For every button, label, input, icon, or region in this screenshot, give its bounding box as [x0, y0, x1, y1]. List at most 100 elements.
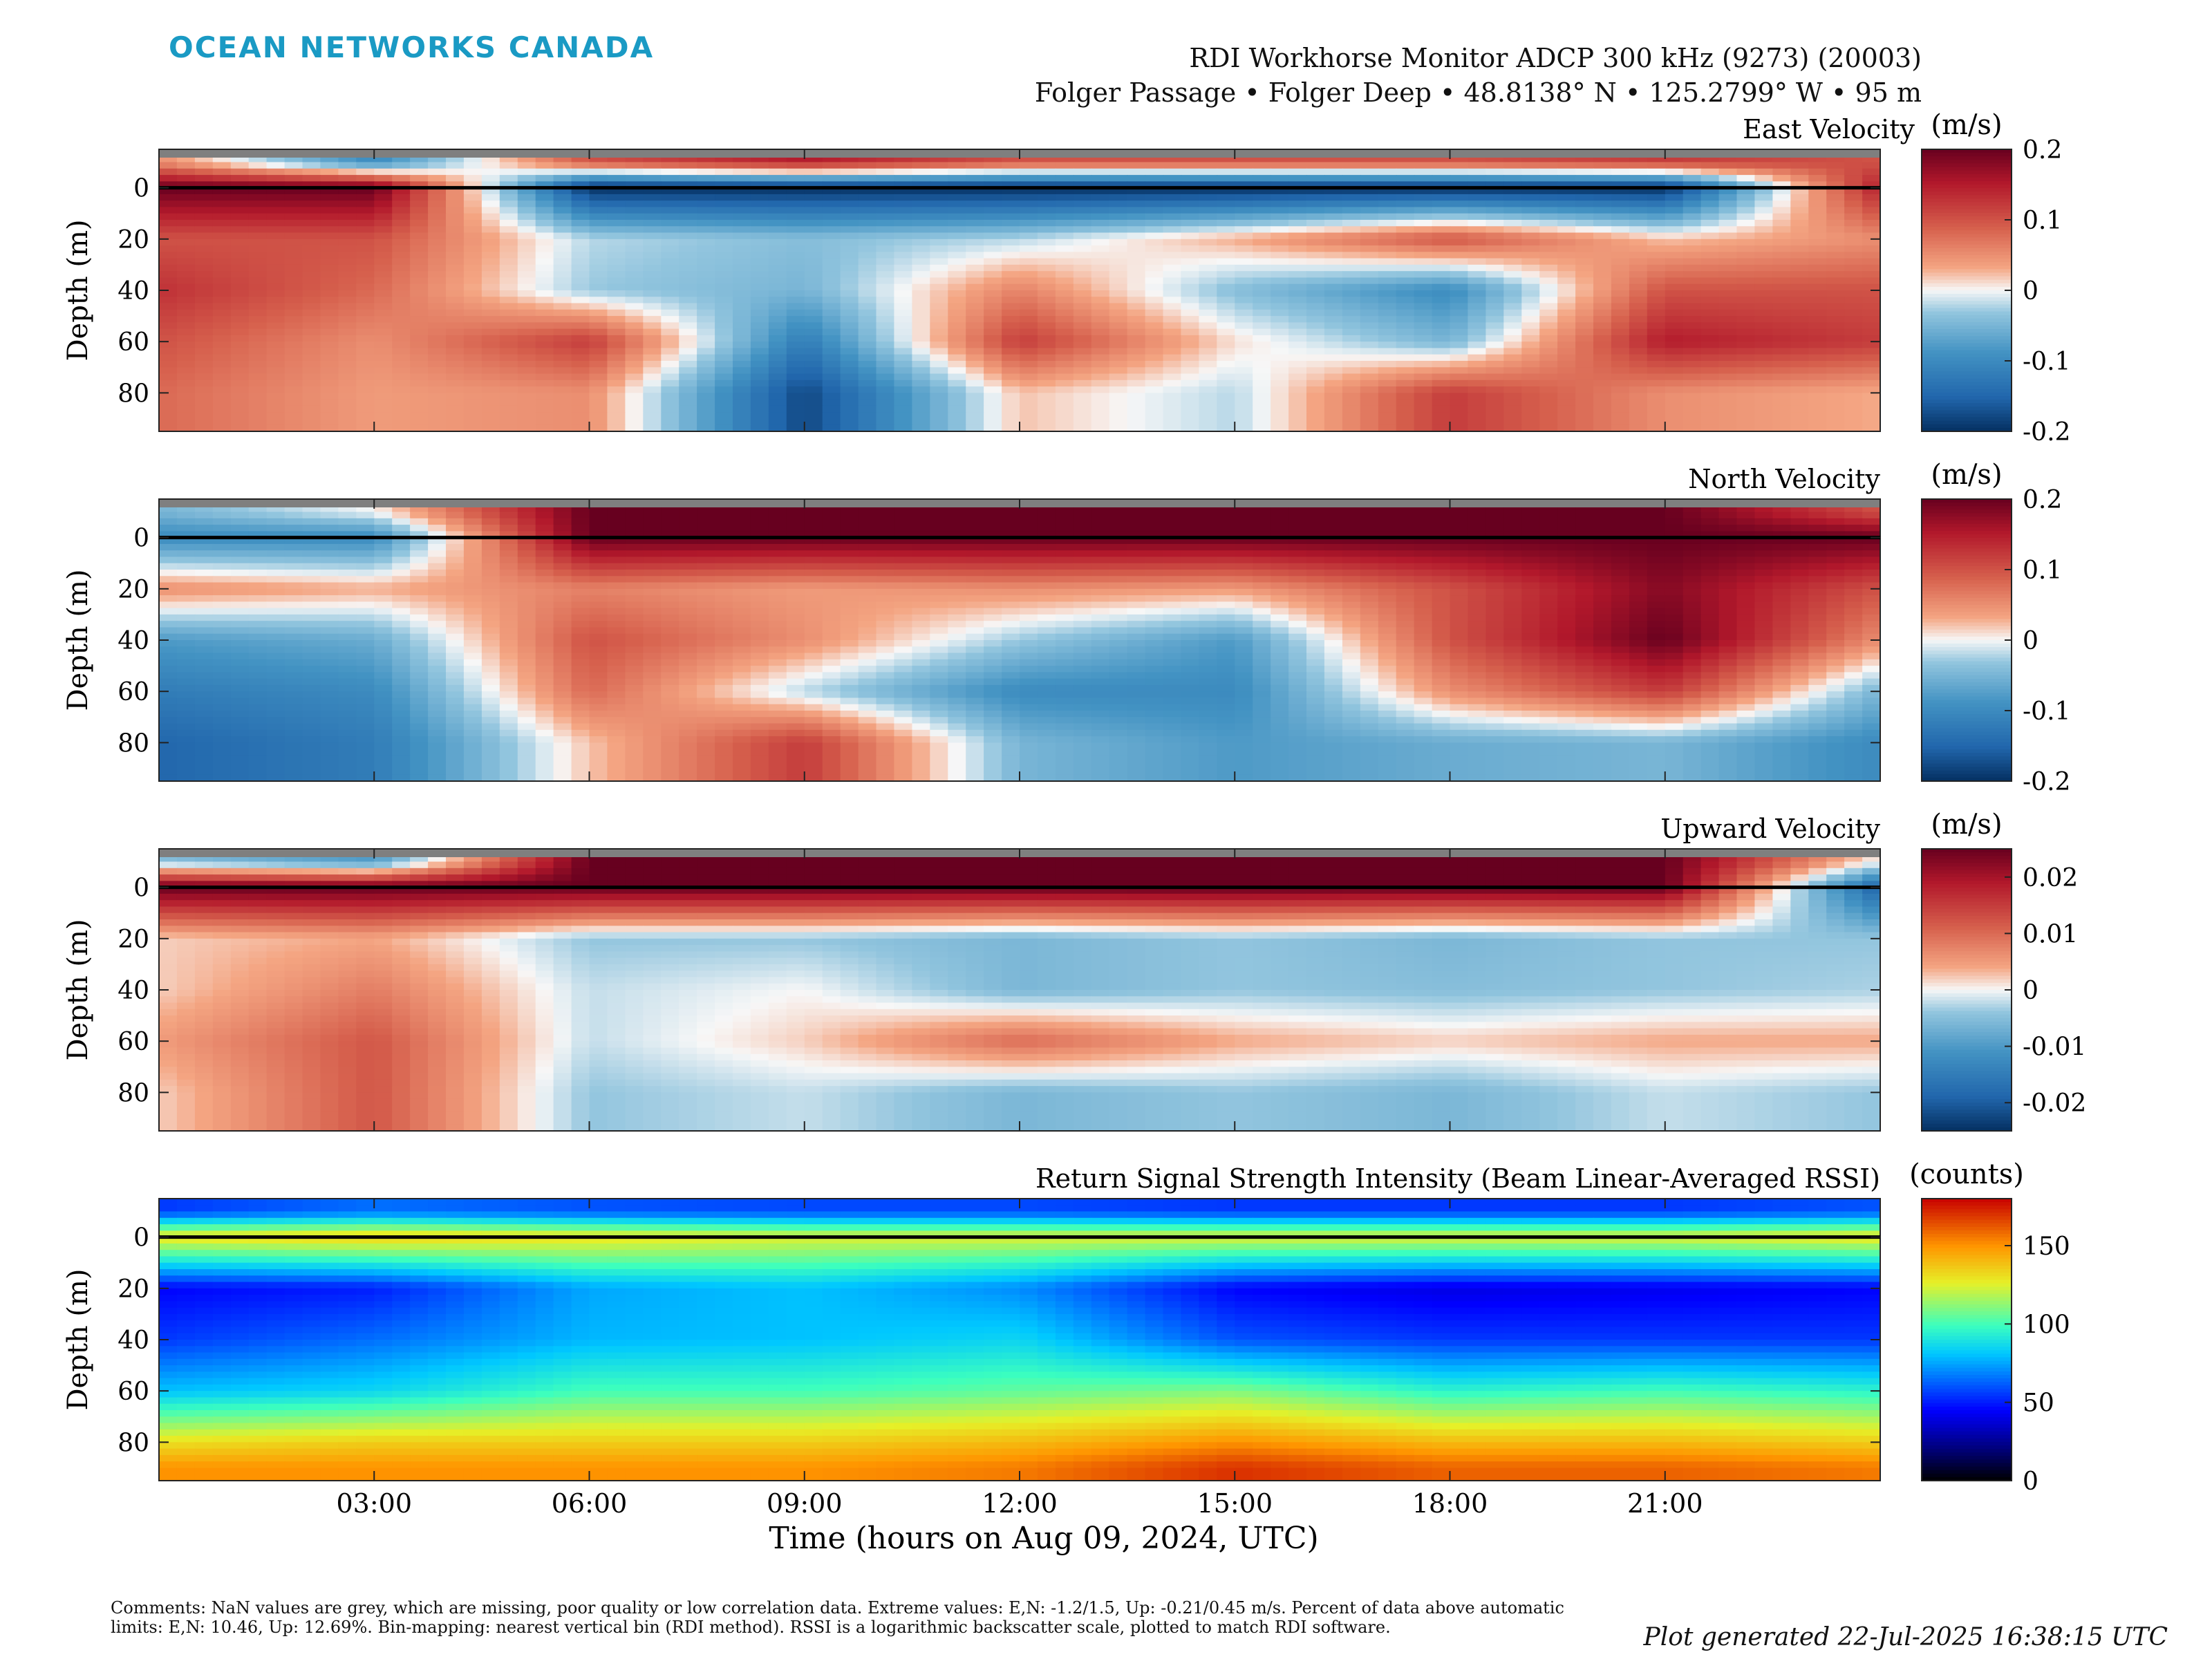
heatmap-cell [1665, 283, 1684, 291]
heatmap-cell [858, 405, 877, 413]
heatmap-cell [1700, 245, 1720, 253]
heatmap-cell [1468, 252, 1487, 259]
heatmap-cell [1020, 252, 1038, 259]
heatmap-cell [1127, 328, 1146, 336]
heatmap-cell [499, 322, 518, 330]
heatmap-cell [930, 379, 948, 387]
colorbar-cell [1922, 343, 2012, 348]
heatmap-cell [1539, 181, 1558, 189]
heatmap-cell [1342, 399, 1361, 406]
heatmap-cell [840, 194, 859, 201]
heatmap-cell [1844, 187, 1863, 195]
heatmap-cell [679, 328, 697, 336]
heatmap-cell [930, 175, 948, 182]
heatmap-cell [1378, 531, 1397, 538]
heatmap-cell [1539, 168, 1558, 176]
heatmap-cell [1790, 277, 1809, 285]
heatmap-cell [463, 283, 482, 291]
heatmap-cell [535, 537, 554, 545]
heatmap-cell [284, 264, 303, 272]
heatmap-cell [266, 181, 285, 189]
heatmap-cell [1665, 238, 1684, 246]
heatmap-cell [984, 207, 1002, 214]
heatmap-cell [1055, 322, 1074, 330]
heatmap-cell [1073, 525, 1092, 532]
heatmap-cell [1754, 367, 1774, 375]
heatmap-cell [176, 238, 196, 246]
heatmap-cell [392, 335, 411, 342]
heatmap-cell [858, 399, 877, 406]
heatmap-cell [1736, 245, 1756, 253]
heatmap-cell [1432, 386, 1451, 394]
heatmap-cell [1091, 309, 1110, 317]
heatmap-cell [912, 156, 931, 163]
heatmap-cell [679, 354, 697, 362]
heatmap-cell [1468, 175, 1487, 182]
heatmap-cell [1360, 328, 1379, 336]
heatmap-cell [463, 424, 482, 432]
heatmap-cell [1647, 283, 1666, 291]
heatmap-cell [858, 277, 877, 285]
heatmap-cell [481, 341, 500, 349]
heatmap-cell [1790, 264, 1809, 272]
heatmap-cell [1539, 156, 1558, 163]
heatmap-cell [1127, 271, 1146, 279]
heatmap-cell [571, 187, 590, 195]
heatmap-cell [1109, 181, 1128, 189]
heatmap-cell [463, 213, 482, 221]
heatmap-cell [948, 405, 966, 413]
heatmap-cell [1790, 348, 1809, 355]
heatmap-cell [1342, 309, 1361, 317]
heatmap-cell [1324, 220, 1343, 227]
heatmap-cell [230, 316, 250, 324]
heatmap-cell [1378, 316, 1397, 324]
heatmap-cell [1575, 418, 1594, 426]
heatmap-cell [1485, 512, 1505, 519]
heatmap-cell [338, 162, 357, 169]
heatmap-cell [697, 361, 715, 368]
heatmap-cell [1020, 373, 1038, 381]
heatmap-cell [1844, 238, 1863, 246]
heatmap-cell [1002, 271, 1020, 279]
heatmap-cell [625, 328, 644, 336]
heatmap-cell [1521, 341, 1540, 349]
heatmap-cell [463, 156, 482, 163]
heatmap-cell [571, 200, 590, 208]
heatmap-cell [392, 393, 411, 400]
heatmap-cell [1557, 245, 1576, 253]
heatmap-cell [176, 373, 196, 381]
heatmap-cell [1360, 322, 1379, 330]
heatmap-cell [302, 271, 321, 279]
heatmap-cell [715, 283, 733, 291]
heatmap-cell [1055, 418, 1074, 426]
ocean-networks-canada-logo: OCEAN NETWORKS CANADA [169, 30, 655, 64]
heatmap-cell [697, 354, 715, 362]
heatmap-cell [1055, 531, 1074, 538]
heatmap-cell [410, 531, 429, 538]
heatmap-cell [840, 316, 859, 324]
heatmap-cell [1109, 354, 1128, 362]
heatmap-cell [338, 386, 357, 394]
heatmap-cell [1575, 290, 1594, 298]
heatmap-cell [499, 399, 518, 406]
heatmap-cell [1647, 187, 1666, 195]
heatmap-cell [984, 162, 1002, 169]
heatmap-cell [1306, 156, 1325, 163]
heatmap-cell [284, 283, 303, 291]
heatmap-cell [1611, 232, 1630, 240]
heatmap-cell [948, 424, 966, 432]
heatmap-cell [481, 156, 500, 163]
heatmap-cell [374, 168, 393, 176]
heatmap-cell [1683, 367, 1702, 375]
heatmap-cell [463, 187, 482, 195]
heatmap-cell [1288, 525, 1307, 532]
heatmap-cell [410, 367, 429, 375]
heatmap-cell [1253, 264, 1271, 272]
heatmap-cell [1324, 316, 1343, 324]
heatmap-cell [1271, 373, 1289, 381]
heatmap-cell [1826, 245, 1845, 253]
heatmap-cell [1700, 264, 1720, 272]
heatmap-cell [481, 168, 500, 176]
heatmap-cell [589, 505, 608, 513]
heatmap-cell [804, 252, 823, 259]
